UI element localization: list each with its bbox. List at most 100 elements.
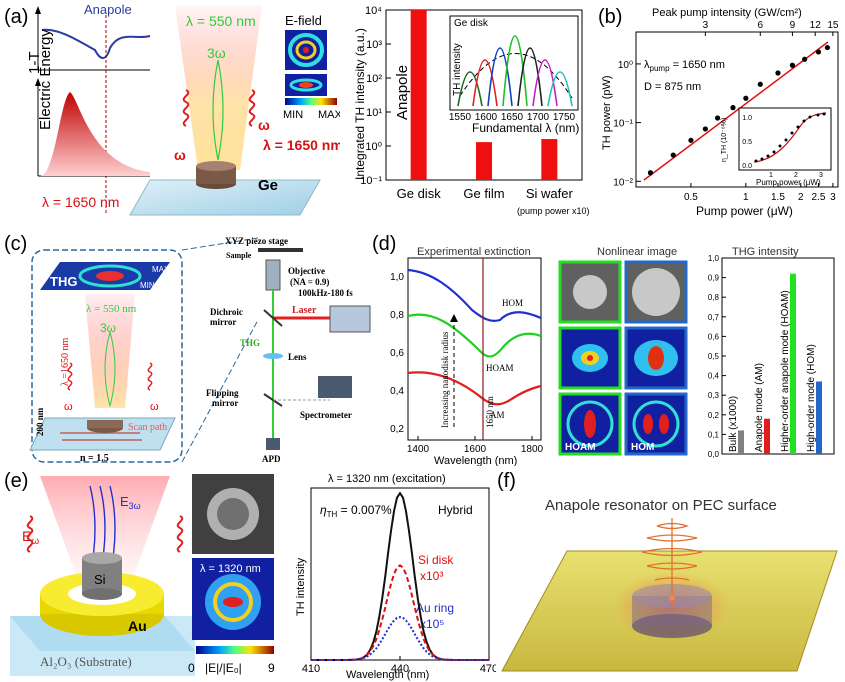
b-ann-sub: pump: [650, 64, 671, 73]
e-xtick-label: 470: [480, 663, 496, 675]
a-ytick-label: 10⁻¹: [360, 175, 382, 187]
b-top-tick-label: 6: [758, 20, 764, 31]
b-data-point: [743, 95, 749, 101]
e-xlabel: Wavelength (nm): [346, 669, 429, 681]
lambda-pump-right: λ = 1650 nm: [263, 137, 340, 153]
a-inset-xtick: 1650: [501, 112, 524, 123]
b-plot-frame: [635, 31, 839, 188]
a-inset-spectrum: [532, 59, 558, 107]
b-xtick-label: 1: [743, 192, 749, 203]
b-data-point: [647, 170, 654, 176]
b-ytick-label: 10⁰: [618, 60, 633, 71]
e-hybrid: Hybrid: [438, 503, 473, 517]
e-si-disk-label: Si disk: [418, 553, 454, 567]
d-bar-ytick-label: 0,4: [708, 372, 720, 381]
transmission-curve: [41, 28, 151, 59]
omega-left: ω: [174, 147, 186, 163]
d-hom-tag: HOM: [631, 442, 654, 453]
b-data-point: [775, 70, 781, 76]
a-ytick-label: 10⁴: [365, 5, 382, 17]
a-ylabel: Integrated TH intensity (a.u.): [353, 28, 367, 180]
d-bar-2: [764, 418, 770, 454]
e-xtick-label: 410: [302, 663, 320, 675]
efield-max: MAX: [318, 109, 340, 121]
b-ytick-label: 10⁻¹: [613, 119, 633, 130]
c-lens: [263, 353, 283, 359]
e-au-ring-curve: [311, 615, 489, 661]
d-hom: HOM: [502, 298, 523, 308]
d-ext-title: Experimental extinction: [417, 246, 531, 258]
c-thg-label: THG: [50, 274, 77, 289]
c-objective: [265, 259, 281, 291]
b-ytick-label: 10⁻²: [613, 177, 633, 188]
a-bar-3: [541, 139, 558, 180]
anapole-label: Anapole: [84, 2, 132, 17]
e-hybrid-curve: [311, 491, 489, 661]
b-ann-diameter: D = 875 nm: [644, 81, 701, 93]
a-inset-ylabel: TH intensity: [452, 43, 463, 96]
e-3omega-sub: 3ω: [129, 501, 141, 511]
panel-label-b: (b): [598, 6, 623, 28]
b-inset-xtick: 1: [769, 172, 773, 179]
d-bar-ytick-label: 0,0: [708, 450, 720, 459]
b-inset-point: [790, 131, 794, 135]
c-laser-spec: 100kHz-180 fs: [298, 288, 353, 298]
b-xtick-label: 2: [798, 192, 804, 203]
a-ytick-label: 10²: [366, 73, 382, 85]
b-inset-ytick: 0.0: [742, 163, 752, 170]
a-inset-label: Ge disk: [454, 18, 489, 29]
d-hoam: HOAM: [486, 363, 514, 373]
panel-e-chart: λ = 1320 nm (excitation) TH intensity ηT…: [295, 473, 496, 681]
c-omega-right: ω: [150, 401, 159, 413]
a-xtick-label: Si wafer: [526, 186, 574, 201]
c-dichroic: Dichroic: [210, 307, 243, 317]
a-inset-spectrum: [457, 71, 483, 107]
b-inset-ylabel: η_TH (10⁻⁶%): [721, 118, 728, 162]
b-xtick-label: 1.5: [771, 192, 785, 203]
e-eta-sub: TH: [327, 510, 338, 519]
e-substrate-label: Al₂O₃ (Substrate): [40, 654, 132, 669]
d-xtick-label: 1400: [407, 444, 430, 455]
one-minus-t-label: 1-T: [26, 52, 43, 75]
a-inset-xtick: 1600: [475, 112, 498, 123]
b-data-point: [789, 62, 796, 68]
b-inset-point: [822, 112, 826, 116]
c-lambda-th: λ = 550 nm: [86, 303, 137, 315]
c-scan-path: Scan path: [128, 422, 167, 433]
panel-c: THG MIN MAX λ = 550 nm 3ω λ =1650 nm ω ω…: [29, 236, 371, 464]
b-xlabel: Pump power (μW): [696, 204, 793, 218]
d-bar-ytick-label: 0,3: [708, 391, 720, 400]
d-sim-hom: [624, 392, 688, 456]
a-bar-1: [410, 10, 427, 180]
b-data-point: [802, 56, 808, 62]
b-data-point: [670, 152, 676, 158]
c-spectrometer-label: Spectrometer: [300, 410, 352, 420]
panel-e-schematic: Eω E3ω Al₂O₃ (Substrate) Au Si λ = 1320 …: [10, 474, 275, 676]
b-inset-point: [772, 150, 776, 154]
b-inset-point: [778, 144, 782, 148]
e-si-disk-curve: [311, 564, 489, 661]
a-inset-xtick: 1550: [449, 112, 472, 123]
d-bar-ytick-label: 0,2: [708, 411, 720, 420]
d-bar-ytick-label: 1,0: [708, 254, 720, 263]
b-inset-point: [796, 125, 800, 129]
energy-curve: [40, 92, 150, 176]
c-laser: Laser: [292, 305, 317, 316]
b-xtick-label: 3: [830, 192, 836, 203]
d-bar-label: High-order mode (HOM): [806, 344, 817, 452]
a-inset-spectrum: [517, 47, 543, 107]
b-ann-rest: = 1650 nm: [670, 59, 725, 71]
b-inset-ytick: 0.5: [742, 139, 752, 146]
b-inset-point: [766, 154, 770, 158]
e-omega-E: E: [22, 528, 31, 544]
panel-label-e: (e): [4, 470, 29, 492]
d-bar-ytick-label: 0,8: [708, 293, 720, 302]
e-cbar-max: 9: [268, 661, 275, 675]
a-pump-note: (pump power x10): [517, 206, 590, 216]
a-bar-2: [476, 142, 492, 180]
panel-label-d: (d): [372, 233, 397, 255]
a-anapole-bar-label: Anapole: [394, 65, 411, 120]
e-eta-val: = 0.007%: [337, 503, 392, 517]
d-bar-ytick-label: 0,6: [708, 332, 720, 341]
b-top-tick-label: 9: [790, 20, 796, 31]
